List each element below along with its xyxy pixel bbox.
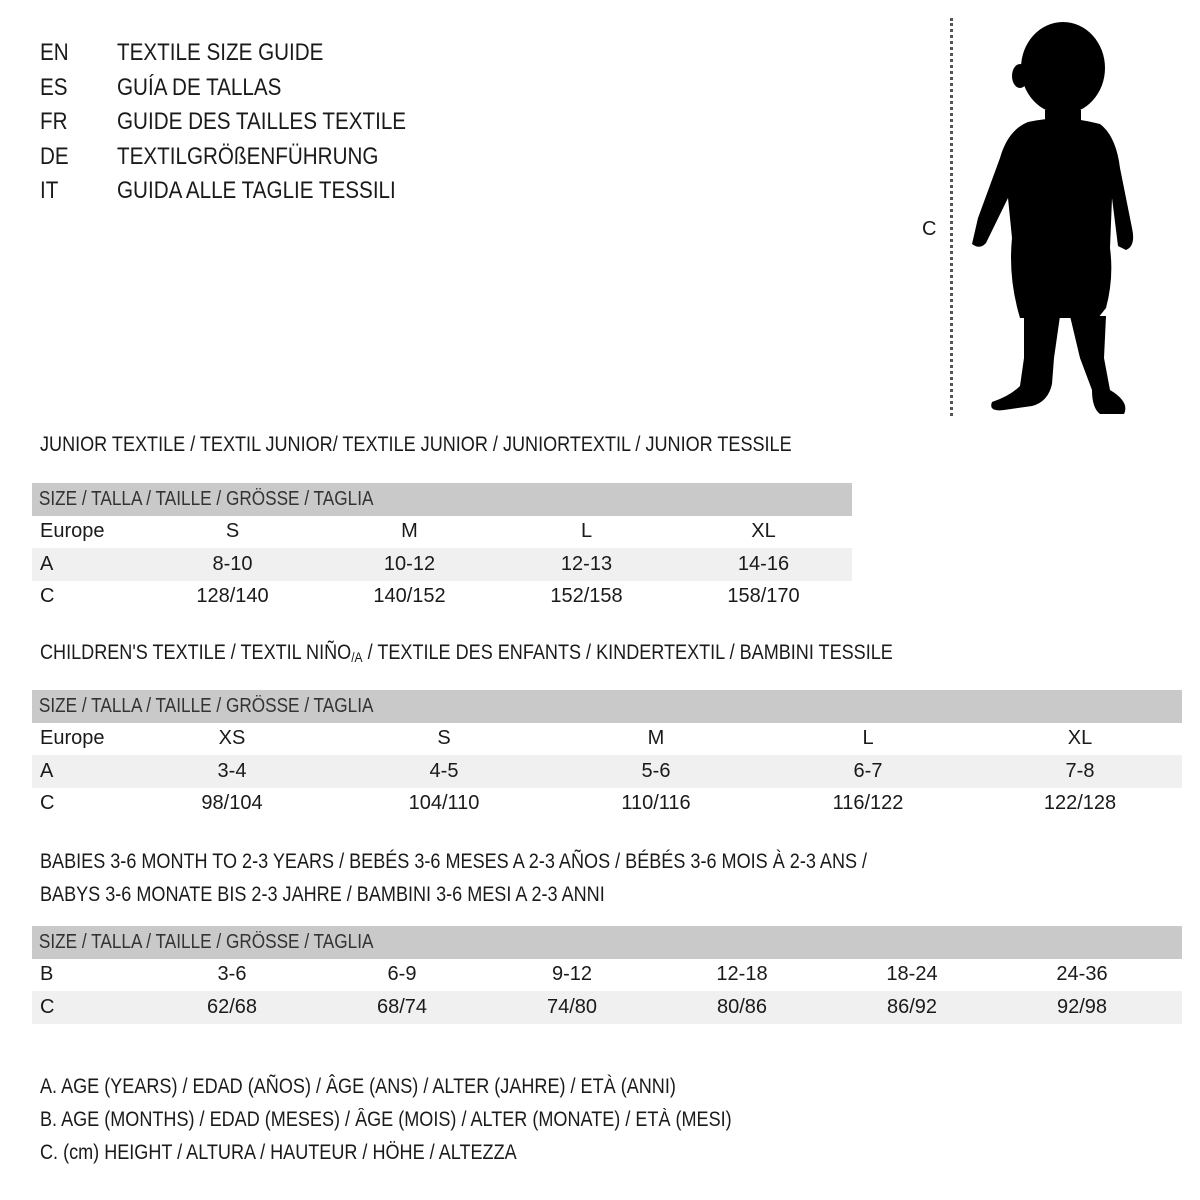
table-row: C 98/104 104/110 110/116 116/122 122/128 [32,788,1182,821]
table-cell: 18-24 [886,963,938,986]
table-cell: 5-6 [641,759,671,782]
table-header: SIZE / TALLA / TAILLE / GRÖSSE / TAGLIA [38,930,374,953]
children-size-table: SIZE / TALLA / TAILLE / GRÖSSE / TAGLIA … [32,690,1182,820]
table-header-row: SIZE / TALLA / TAILLE / GRÖSSE / TAGLIA [32,690,1182,723]
table-header: SIZE / TALLA / TAILLE / GRÖSSE / TAGLIA [38,487,374,510]
table-cell: 3-4 [217,759,247,782]
table-cell: 122/128 [1043,792,1117,815]
table-cell: XL [1067,727,1093,750]
lang-title: TEXTILGRÖßENFÜHRUNG [117,142,379,170]
height-dotted-line [950,18,953,416]
table-cell: 140/152 [373,585,446,608]
table-cell: 110/116 [621,792,691,815]
height-measure-label: C [922,218,937,240]
table-header: SIZE / TALLA / TAILLE / GRÖSSE / TAGLIA [38,694,374,717]
table-cell: 14-16 [737,552,790,575]
table-cell: 8-10 [212,552,253,575]
table-cell: 4-5 [429,759,459,782]
table-cell: M [401,520,418,543]
junior-section-title: JUNIOR TEXTILE / TEXTIL JUNIOR/ TEXTILE … [40,433,792,456]
table-cell: 116/122 [832,792,904,815]
lang-code: ES [40,73,68,101]
lang-code: FR [40,108,68,135]
table-cell: 80/86 [716,995,768,1018]
table-cell: 62/68 [206,995,258,1018]
table-cell: 128/140 [196,585,269,608]
legend-item-c: C. (cm) HEIGHT / ALTURA / HAUTEUR / HÖHE… [40,1141,517,1164]
legend-item-b: B. AGE (MONTHS) / EDAD (MESES) / ÂGE (MO… [40,1108,732,1131]
table-cell: L [862,727,874,750]
table-row: Europe XS S M L XL [32,723,1182,756]
row-label: C [40,995,55,1018]
legend: A. AGE (YEARS) / EDAD (AÑOS) / ÂGE (ANS)… [40,1070,844,1169]
language-row-de: DE TEXTILGRÖßENFÜHRUNG [40,140,453,175]
table-cell: 24-36 [1056,963,1108,986]
language-row-fr: FR GUIDE DES TAILLES TEXTILE [40,105,453,140]
row-label: Europe [40,520,105,543]
table-cell: 158/170 [727,585,800,608]
lang-code: DE [40,142,69,170]
table-cell: 9-12 [551,963,593,986]
language-row-it: IT GUIDA ALLE TAGLIE TESSILI [40,174,453,209]
language-row-en: EN TEXTILE SIZE GUIDE [40,36,453,71]
lang-title: GUIDA ALLE TAGLIE TESSILI [117,177,396,204]
table-cell: XL [751,520,776,543]
lang-code: IT [40,177,59,204]
language-row-es: ES GUÍA DE TALLAS [40,71,453,106]
table-row: A 8-10 10-12 12-13 14-16 [32,548,852,581]
table-cell: 92/98 [1056,995,1108,1018]
table-cell: 98/104 [201,792,263,815]
table-cell: S [225,520,240,543]
babies-size-table: SIZE / TALLA / TAILLE / GRÖSSE / TAGLIA … [32,926,1182,1024]
table-cell: 6-7 [853,759,883,782]
lang-title: GUÍA DE TALLAS [117,73,282,101]
table-cell: 3-6 [217,963,247,986]
row-label: C [40,792,55,815]
row-label: A [40,552,54,575]
table-row: C 62/68 68/74 74/80 80/86 86/92 92/98 [32,991,1182,1024]
language-title-list: EN TEXTILE SIZE GUIDE ES GUÍA DE TALLAS FR… [40,36,453,209]
table-cell: S [437,727,451,750]
table-row: B 3-6 6-9 9-12 12-18 18-24 24-36 [32,959,1182,992]
table-cell: 10-12 [383,552,436,575]
table-cell: M [647,727,665,750]
row-label: B [40,963,54,986]
height-figure: C [920,18,1140,418]
table-row: C 128/140 140/152 152/158 158/170 [32,581,852,614]
table-cell: 7-8 [1065,759,1095,782]
lang-title: TEXTILE SIZE GUIDE [117,39,324,66]
table-row: A 3-4 4-5 5-6 6-7 7-8 [32,755,1182,788]
row-label: C [40,585,55,608]
row-label: A [40,759,54,782]
table-cell: 86/92 [886,995,938,1018]
row-label: Europe [40,727,105,750]
table-cell: 12-13 [560,552,613,575]
table-row: Europe S M L XL [32,516,852,549]
children-title-main: CHILDREN'S TEXTILE / TEXTIL NIÑO [40,641,352,664]
table-cell: 6-9 [387,963,417,986]
table-cell: 12-18 [716,963,768,986]
lang-code: EN [40,39,69,66]
junior-size-table: SIZE / TALLA / TAILLE / GRÖSSE / TAGLIA … [32,483,852,613]
lang-title: GUIDE DES TAILLES TEXTILE [117,108,407,135]
child-silhouette-icon [972,22,1134,414]
table-cell: 104/110 [408,792,480,815]
children-title-rest: / TEXTILE DES ENFANTS / KINDERTEXTIL / B… [362,641,893,664]
table-cell: L [580,520,593,543]
babies-section-title-line2: BABYS 3-6 MONATE BIS 2-3 JAHRE / BAMBINI… [40,883,605,906]
table-cell: 74/80 [546,995,598,1018]
children-section-title: CHILDREN'S TEXTILE / TEXTIL NIÑO/A / TEX… [40,637,893,673]
babies-section-title: BABIES 3-6 MONTH TO 2-3 YEARS / BEBÉS 3-… [40,850,868,873]
table-cell: 152/158 [550,585,623,608]
table-header-row: SIZE / TALLA / TAILLE / GRÖSSE / TAGLIA [32,483,852,516]
legend-item-a: A. AGE (YEARS) / EDAD (AÑOS) / ÂGE (ANS)… [40,1075,676,1098]
table-cell: 68/74 [376,995,428,1018]
table-header-row: SIZE / TALLA / TAILLE / GRÖSSE / TAGLIA [32,926,1182,959]
table-cell: XS [218,727,246,750]
children-title-sub: /A [351,649,363,665]
